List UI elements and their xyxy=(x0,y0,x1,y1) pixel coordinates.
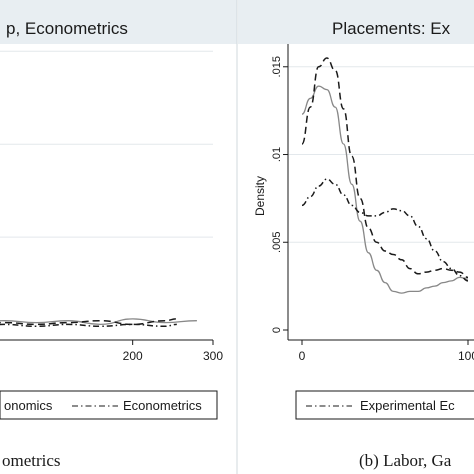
left-gridlines xyxy=(0,50,213,238)
right-series-dashdot xyxy=(301,178,469,282)
left-panel: p, Econometrics 200 300 onomics Econometr… xyxy=(0,0,237,470)
right-title-band xyxy=(238,0,474,44)
right-legend-label-1: Experimental Ec xyxy=(360,398,455,413)
left-caption: ometrics xyxy=(2,451,61,470)
right-y-ticks: 0 .005 .01 .015 xyxy=(271,56,288,333)
right-y-tick-label: .015 xyxy=(271,56,283,77)
right-y-tick-label: .005 xyxy=(271,232,283,253)
left-x-tick-label: 300 xyxy=(203,349,223,363)
right-series-dash xyxy=(301,57,469,279)
right-title: Placements: Ex xyxy=(332,19,451,38)
right-series-lines xyxy=(301,57,469,294)
left-title-band xyxy=(0,0,237,44)
left-series-solid xyxy=(0,318,197,326)
right-y-axis-label: Density xyxy=(253,176,267,216)
right-legend-box xyxy=(295,390,474,420)
left-plot-area xyxy=(0,44,237,340)
right-series-solid xyxy=(301,85,469,294)
right-panel: Placements: Ex 0 .005 .01 .015 0 100 Density… xyxy=(238,0,474,470)
left-title: p, Econometrics xyxy=(6,19,128,38)
left-legend-label-2: Econometrics xyxy=(123,398,202,413)
left-legend-label-1: onomics xyxy=(4,398,53,413)
right-x-tick-label: 100 xyxy=(458,349,474,363)
left-series-dash xyxy=(0,318,177,326)
left-series-dashdot xyxy=(0,323,177,328)
right-y-tick-label: .01 xyxy=(271,147,283,162)
left-legend-box xyxy=(0,390,218,420)
right-caption: (b) Labor, Ga xyxy=(359,451,452,470)
right-plot-area xyxy=(288,44,474,340)
left-x-tick-label: 200 xyxy=(123,349,143,363)
right-y-tick-label: 0 xyxy=(271,327,283,333)
right-x-ticks: 0 100 xyxy=(299,340,474,363)
left-series-lines xyxy=(0,318,197,328)
right-x-tick-label: 0 xyxy=(299,349,306,363)
left-x-ticks: 200 300 xyxy=(123,340,223,363)
